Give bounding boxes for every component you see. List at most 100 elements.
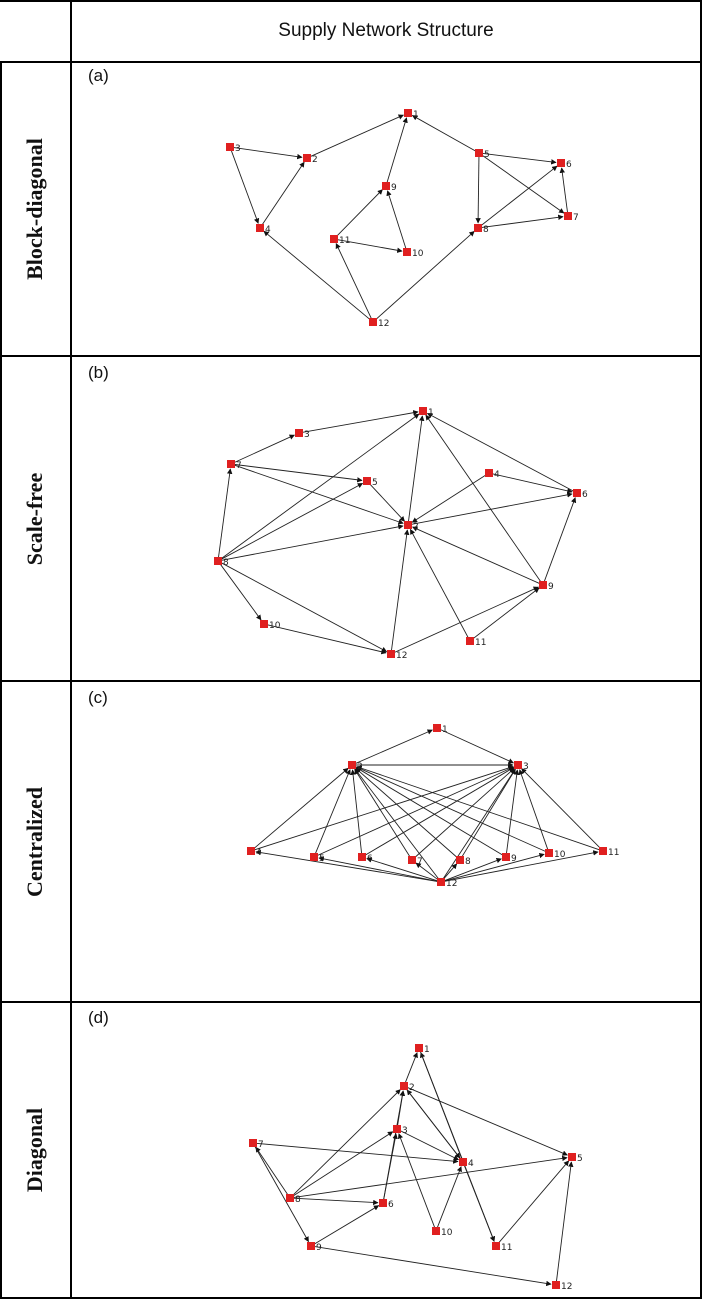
- edge-8-to-2: [291, 1089, 401, 1197]
- node-label-11: 11: [501, 1243, 512, 1253]
- node-5: [310, 853, 318, 861]
- edge-11-to-2: [409, 528, 469, 639]
- node-label-10: 10: [269, 621, 281, 631]
- node-label-5: 5: [319, 854, 325, 864]
- node-2: [400, 1082, 408, 1090]
- node-11: [492, 1242, 500, 1250]
- node-8: [474, 224, 482, 232]
- edge-12-to-9: [393, 586, 539, 654]
- edge-2-to-1: [404, 1052, 418, 1084]
- node-label-7: 7: [417, 857, 423, 867]
- node-10: [403, 248, 411, 256]
- node-label-2: 2: [413, 522, 419, 532]
- node-label-5: 5: [484, 150, 490, 160]
- node-label-4: 4: [256, 848, 262, 858]
- edge-5-to-1: [411, 115, 477, 152]
- edge-8-to-2: [220, 524, 404, 561]
- panel-letter-a: (a): [88, 66, 109, 85]
- node-label-3: 3: [235, 144, 241, 154]
- node-4: [256, 224, 264, 232]
- edge-7-to-5: [233, 463, 363, 483]
- node-7: [227, 460, 235, 468]
- node-label-5: 5: [577, 1154, 583, 1164]
- edge-7-to-9: [254, 1145, 309, 1243]
- node-8: [456, 856, 464, 864]
- node-11: [330, 235, 338, 243]
- node-label-9: 9: [548, 582, 554, 592]
- node-label-4: 4: [468, 1159, 474, 1169]
- edge-12-to-10: [443, 852, 545, 882]
- row-label-diagonal: Diagonal: [0, 1003, 70, 1297]
- node-6: [358, 853, 366, 861]
- node-label-11: 11: [339, 236, 350, 246]
- node-label-8: 8: [223, 558, 229, 568]
- node-6: [379, 1199, 387, 1207]
- edge-5-to-3: [316, 766, 514, 857]
- edge-12-to-8: [442, 863, 458, 881]
- edge-7-to-6: [559, 167, 569, 214]
- edge-6-to-3: [383, 1133, 398, 1201]
- node-9: [382, 182, 390, 190]
- edge-7-to-3: [413, 767, 515, 859]
- network-graph-block-diagonal: 1 2 3 4 5 6 7 8 9 10 11 12: [72, 63, 700, 355]
- node-label-11: 11: [608, 848, 619, 858]
- edge-11-to-10: [336, 239, 403, 253]
- node-label-9: 9: [391, 183, 397, 193]
- panel-letter-d: (d): [88, 1008, 109, 1027]
- node-label-6: 6: [367, 854, 373, 864]
- node-label-1: 1: [424, 1045, 430, 1055]
- edge-8-to-7: [480, 214, 564, 229]
- grid-line: [700, 0, 702, 1299]
- node-label-12: 12: [561, 1282, 572, 1292]
- edge-10-to-3: [397, 1133, 436, 1229]
- node-label-8: 8: [483, 225, 489, 235]
- edge-7-to-3: [233, 434, 295, 464]
- node-10: [432, 1227, 440, 1235]
- edge-3-to-2: [397, 1090, 406, 1127]
- network-graph-diagonal: 1 2 3 4 5 6 7 8 9 10 11 12: [72, 1003, 700, 1297]
- edge-4-to-2: [252, 767, 349, 850]
- edge-10-to-3: [518, 769, 549, 851]
- node-6: [557, 159, 565, 167]
- node-7: [408, 856, 416, 864]
- node-3: [226, 143, 234, 151]
- edge-8-to-2: [355, 767, 459, 859]
- node-1: [419, 407, 427, 415]
- node-label-2: 2: [357, 762, 363, 772]
- grid-line: [0, 1001, 702, 1003]
- edge-9-to-6: [313, 1205, 380, 1245]
- row-label-block-diagonal: Block-diagonal: [0, 63, 70, 355]
- node-label-3: 3: [304, 430, 310, 440]
- node-11: [466, 637, 474, 645]
- edge-8-to-7: [217, 468, 233, 559]
- node-8: [214, 557, 222, 565]
- edge-9-to-2: [355, 767, 504, 856]
- edge-12-to-11: [443, 850, 599, 882]
- edge-7-to-4: [255, 1142, 459, 1164]
- edge-11-to-3: [521, 768, 602, 850]
- node-8: [286, 1194, 294, 1202]
- grid-line: [0, 0, 702, 2]
- node-7: [249, 1139, 257, 1147]
- node-9: [502, 853, 510, 861]
- node-5: [363, 477, 371, 485]
- node-label-1: 1: [442, 725, 448, 735]
- node-label-6: 6: [566, 160, 572, 170]
- node-1: [433, 724, 441, 732]
- edge-6-to-3: [364, 767, 515, 856]
- node-5: [475, 149, 483, 157]
- grid-line: [0, 61, 702, 63]
- edge-9-to-2: [412, 526, 541, 585]
- edge-3-to-1: [301, 410, 419, 433]
- edge-10-to-2: [356, 766, 547, 853]
- column-header-title: Supply Network Structure: [278, 20, 494, 41]
- node-label-7: 7: [258, 1140, 264, 1150]
- edge-9-to-1: [386, 117, 408, 184]
- edge-12-to-5: [555, 1161, 574, 1283]
- edge-12-to-11: [335, 243, 373, 320]
- node-7: [564, 212, 572, 220]
- edge-11-to-5: [497, 1160, 570, 1245]
- edge-4-to-3: [253, 765, 514, 851]
